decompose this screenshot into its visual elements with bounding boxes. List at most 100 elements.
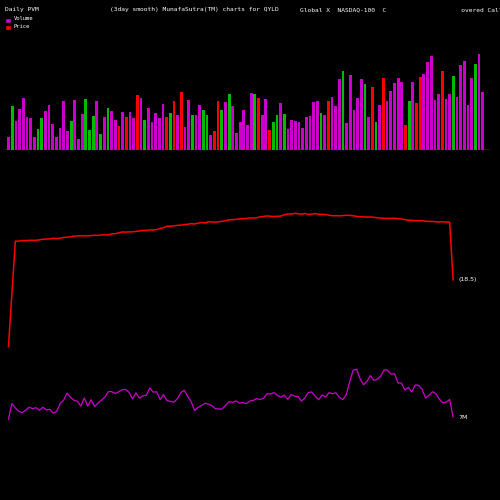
Bar [463,60,466,150]
Bar [412,82,414,150]
Bar [106,108,110,150]
Bar [308,116,312,150]
Bar [482,92,484,150]
Bar [264,98,267,150]
Text: (3day smooth) MunafaSutra(TM) charts for QYLD: (3day smooth) MunafaSutra(TM) charts for… [110,8,279,12]
Bar [334,106,337,150]
Bar [444,100,448,150]
Bar [74,100,76,150]
Text: Global X  NASDAQ-100  C                    overed Call E: Global X NASDAQ-100 C overed Call E [300,8,500,12]
Bar [166,118,168,150]
Text: Daily PVM: Daily PVM [5,8,39,12]
Bar [415,104,418,150]
Bar [305,118,308,150]
Bar [11,106,14,150]
Bar [404,126,407,150]
Bar [114,120,116,150]
Bar [232,106,234,150]
Bar [88,130,91,150]
Bar [210,136,212,150]
Bar [121,112,124,150]
Bar [220,110,223,150]
Bar [301,128,304,150]
Bar [235,133,238,150]
Bar [437,94,440,150]
Bar [103,118,106,150]
Bar [466,104,469,150]
Bar [18,108,21,150]
Bar [176,116,179,150]
Bar [150,122,154,150]
Text: 7M: 7M [458,414,468,420]
Bar [118,126,120,150]
Bar [330,96,334,150]
Bar [349,75,352,150]
Bar [368,117,370,150]
Bar [30,118,32,150]
Bar [279,103,282,150]
Bar [324,116,326,150]
Bar [408,102,410,150]
Bar [55,138,58,150]
Text: Price: Price [14,24,30,29]
Bar [327,102,330,150]
Bar [206,116,208,150]
Bar [276,115,278,150]
Bar [452,76,454,150]
Bar [70,120,72,150]
Bar [352,110,356,150]
Bar [143,120,146,150]
Bar [40,118,43,150]
Bar [272,122,274,150]
Bar [374,122,378,150]
Bar [286,130,290,150]
Bar [382,78,385,150]
Bar [136,95,138,150]
Bar [364,84,366,150]
Bar [62,100,65,150]
Bar [180,92,182,150]
Bar [110,111,113,150]
Bar [400,82,403,150]
Bar [96,100,98,150]
Bar [316,100,318,150]
Bar [147,108,150,150]
Bar [22,98,25,150]
Bar [162,104,164,150]
Bar [356,98,359,150]
Bar [290,120,293,150]
Bar [246,125,249,150]
Bar [26,117,29,150]
Bar [257,98,260,150]
Bar [250,94,252,150]
Bar [390,91,392,150]
Bar [52,124,54,150]
Bar [474,64,476,150]
Bar [378,105,381,150]
Bar [140,98,142,150]
Bar [125,118,128,150]
Bar [84,99,87,150]
Bar [397,78,400,150]
Bar [58,128,61,150]
Bar [338,79,340,150]
Bar [386,101,388,150]
Bar [224,102,227,150]
Bar [213,131,216,150]
Bar [14,121,18,150]
Bar [158,118,160,150]
Bar [132,118,135,150]
Bar [242,110,245,150]
Bar [216,101,220,150]
Bar [478,54,480,150]
Bar [228,94,230,150]
Bar [36,128,40,150]
Bar [430,56,432,150]
Bar [294,122,296,150]
Bar [312,102,315,150]
Bar [393,84,396,150]
Bar [202,110,205,150]
Bar [298,122,300,150]
Bar [422,74,425,150]
Bar [434,100,436,150]
